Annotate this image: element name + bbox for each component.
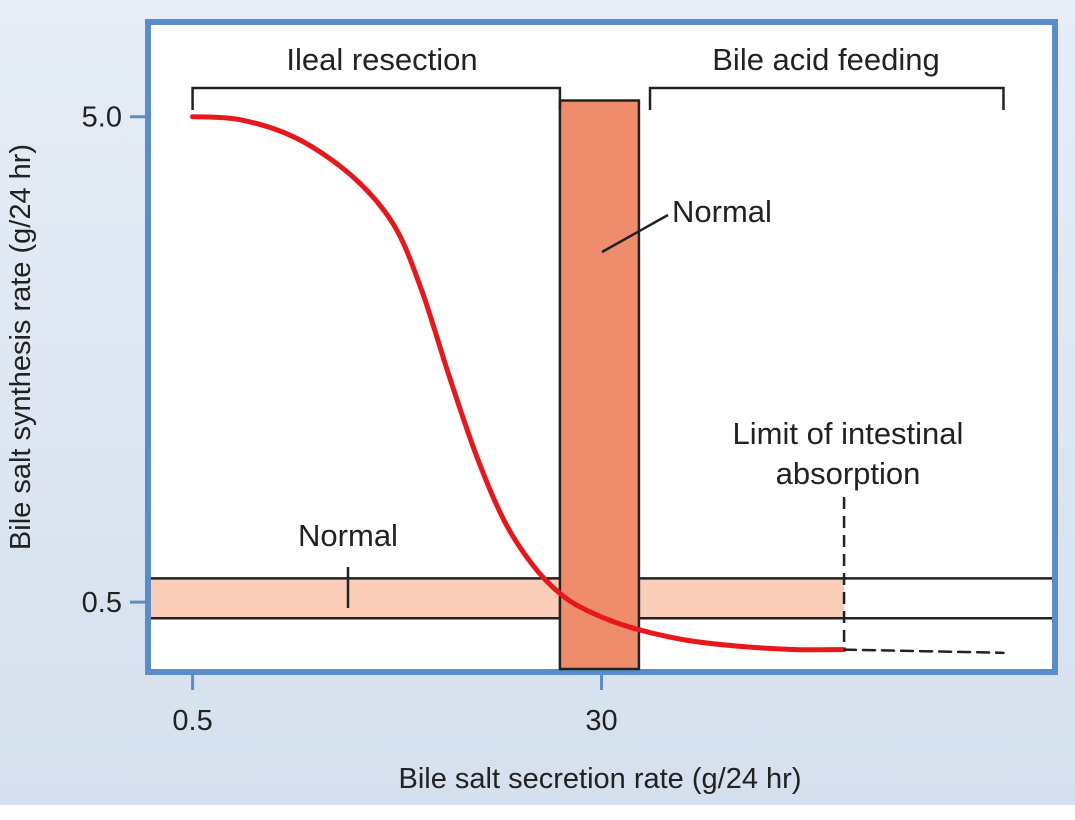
bracket-0 [191,86,562,110]
caption-strip [0,805,1075,820]
y-tick-label-0: 5.0 [82,102,122,134]
bracket-bile-acid-feeding-label: Bile acid feeding [712,42,940,77]
x-tick-label-0: 0.5 [172,705,212,737]
normal-secretion-label: Normal [672,194,772,229]
normal-synthesis-label: Normal [298,518,398,553]
synthesis-curve [190,114,847,653]
normal-synthesis-band [151,578,845,619]
x-tick-label-1: 30 [585,705,617,737]
bracket-ileal-resection-label: Ileal resection [286,42,477,77]
limit-label-line1: Limit of intestinal [733,416,964,451]
normal-secretion-bar [558,99,641,671]
limit-label-line2: absorption [776,456,921,491]
x-axis-title: Bile salt secretion rate (g/24 hr) [399,763,802,795]
extrapolated-dashed-line [842,648,1005,655]
y-axis-title: Bile salt synthesis rate (g/24 hr) [5,144,37,550]
y-tick-label-1: 0.5 [82,587,122,619]
normal-secretion-pointer [601,213,669,254]
bracket-1 [648,86,1005,110]
